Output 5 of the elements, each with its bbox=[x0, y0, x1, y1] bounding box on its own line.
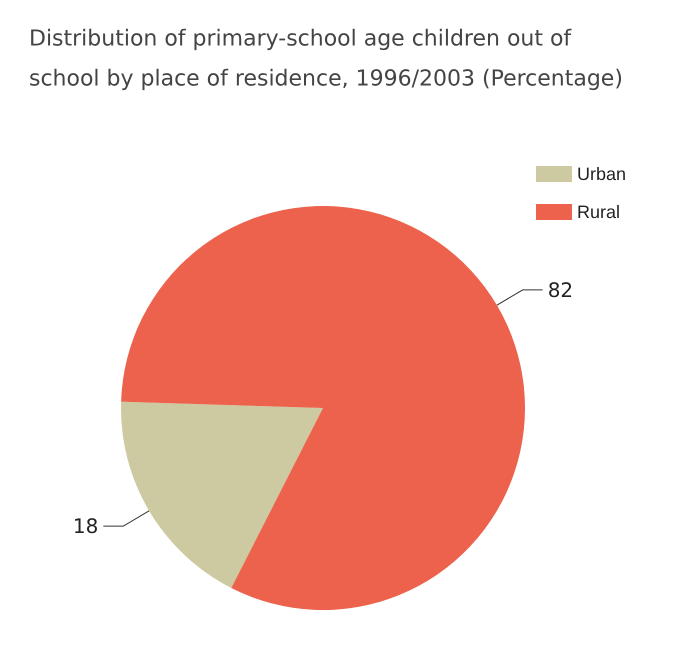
data-label: 18 bbox=[72, 514, 98, 538]
data-label: 82 bbox=[548, 278, 574, 302]
chart-title: Distribution of primary-school age children out of school by place of residence, 1996/2003 (Percentage) bbox=[29, 26, 623, 92]
legend-label: Urban bbox=[576, 164, 626, 184]
legend-label: Rural bbox=[576, 202, 620, 222]
